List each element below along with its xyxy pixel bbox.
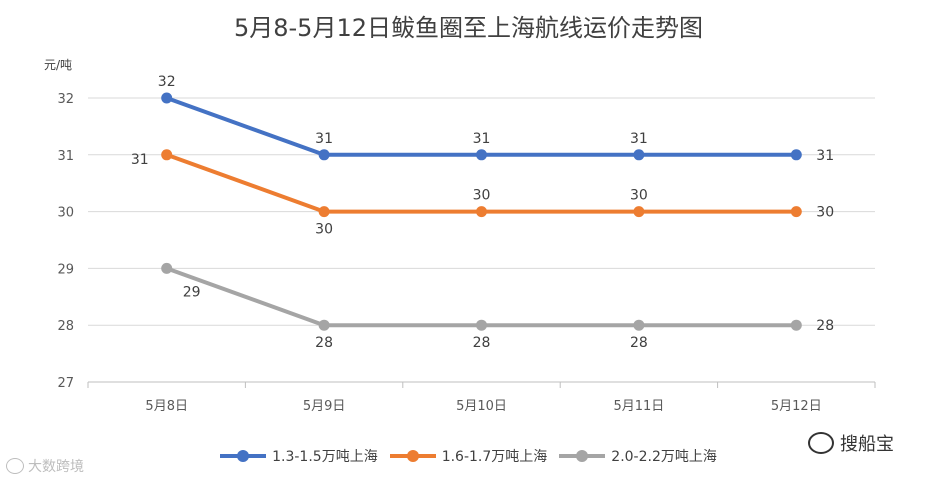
- legend-item: 1.3-1.5万吨上海: [220, 446, 378, 466]
- data-label: 28: [630, 335, 648, 351]
- wechat-icon: [808, 432, 834, 454]
- data-point: [476, 319, 487, 331]
- data-point: [633, 149, 645, 161]
- legend-label: 1.3-1.5万吨上海: [272, 449, 378, 465]
- x-tick-label: 5月9日: [303, 399, 346, 414]
- data-point: [476, 206, 487, 218]
- data-label: 31: [816, 148, 834, 164]
- data-point: [790, 149, 802, 161]
- data-label: 31: [630, 131, 648, 147]
- data-point: [633, 206, 645, 218]
- watermark-right-text: 搜船宝: [840, 434, 894, 455]
- data-point: [476, 149, 487, 161]
- data-label: 30: [630, 188, 648, 204]
- chart-title: 5月8-5月12日鲅鱼圈至上海航线运价走势图: [233, 14, 703, 42]
- legend-swatch: [220, 450, 267, 462]
- legend-marker: [406, 450, 419, 462]
- legend: 1.3-1.5万吨上海 1.6-1.7万吨上海 2.0-2.2万吨上海: [0, 446, 937, 466]
- series-line: [166, 266, 797, 328]
- legend-label: 1.6-1.7万吨上海: [441, 449, 548, 465]
- y-axis-unit: 元/吨: [44, 58, 73, 72]
- data-label: 31: [315, 131, 333, 147]
- data-point: [318, 319, 330, 331]
- x-tick-label: 5月11日: [613, 399, 664, 414]
- data-point: [790, 319, 802, 331]
- data-point: [318, 206, 330, 218]
- y-tick-label: 32: [57, 92, 74, 107]
- data-label: 29: [183, 284, 201, 300]
- y-tick-label: 27: [57, 376, 74, 391]
- x-tick-label: 5月10日: [456, 399, 507, 414]
- legend-marker: [237, 450, 250, 462]
- legend-label: 2.0-2.2万吨上海: [611, 449, 717, 465]
- data-label: 30: [816, 205, 834, 221]
- legend-item: 2.0-2.2万吨上海: [559, 446, 717, 466]
- data-point: [633, 319, 645, 331]
- data-label: 28: [473, 335, 491, 351]
- data-point: [161, 92, 173, 104]
- legend-swatch: [389, 450, 436, 462]
- data-point: [161, 262, 173, 274]
- watermark-right: 搜船宝: [808, 430, 894, 456]
- y-tick-label: 30: [57, 206, 74, 221]
- y-tick-label: 29: [57, 262, 74, 277]
- data-point: [161, 149, 173, 161]
- data-point: [318, 149, 330, 161]
- x-tick-label: 5月8日: [145, 399, 188, 414]
- watermark-left-text: 大数跨境: [28, 459, 84, 475]
- y-tick-label: 28: [57, 319, 74, 334]
- data-label: 31: [473, 131, 491, 147]
- weibo-icon: [6, 458, 24, 474]
- legend-swatch: [559, 450, 606, 462]
- watermark-left: 大数跨境: [6, 456, 84, 476]
- data-label: 30: [315, 222, 333, 238]
- data-label: 31: [131, 152, 149, 168]
- data-point: [790, 206, 802, 218]
- data-label: 32: [158, 74, 176, 90]
- y-tick-label: 31: [57, 149, 74, 164]
- data-label: 30: [473, 188, 491, 204]
- data-label: 28: [315, 335, 333, 351]
- x-tick-label: 5月12日: [771, 399, 822, 414]
- legend-marker: [576, 450, 589, 462]
- data-label: 28: [816, 318, 834, 334]
- legend-item: 1.6-1.7万吨上海: [389, 446, 548, 466]
